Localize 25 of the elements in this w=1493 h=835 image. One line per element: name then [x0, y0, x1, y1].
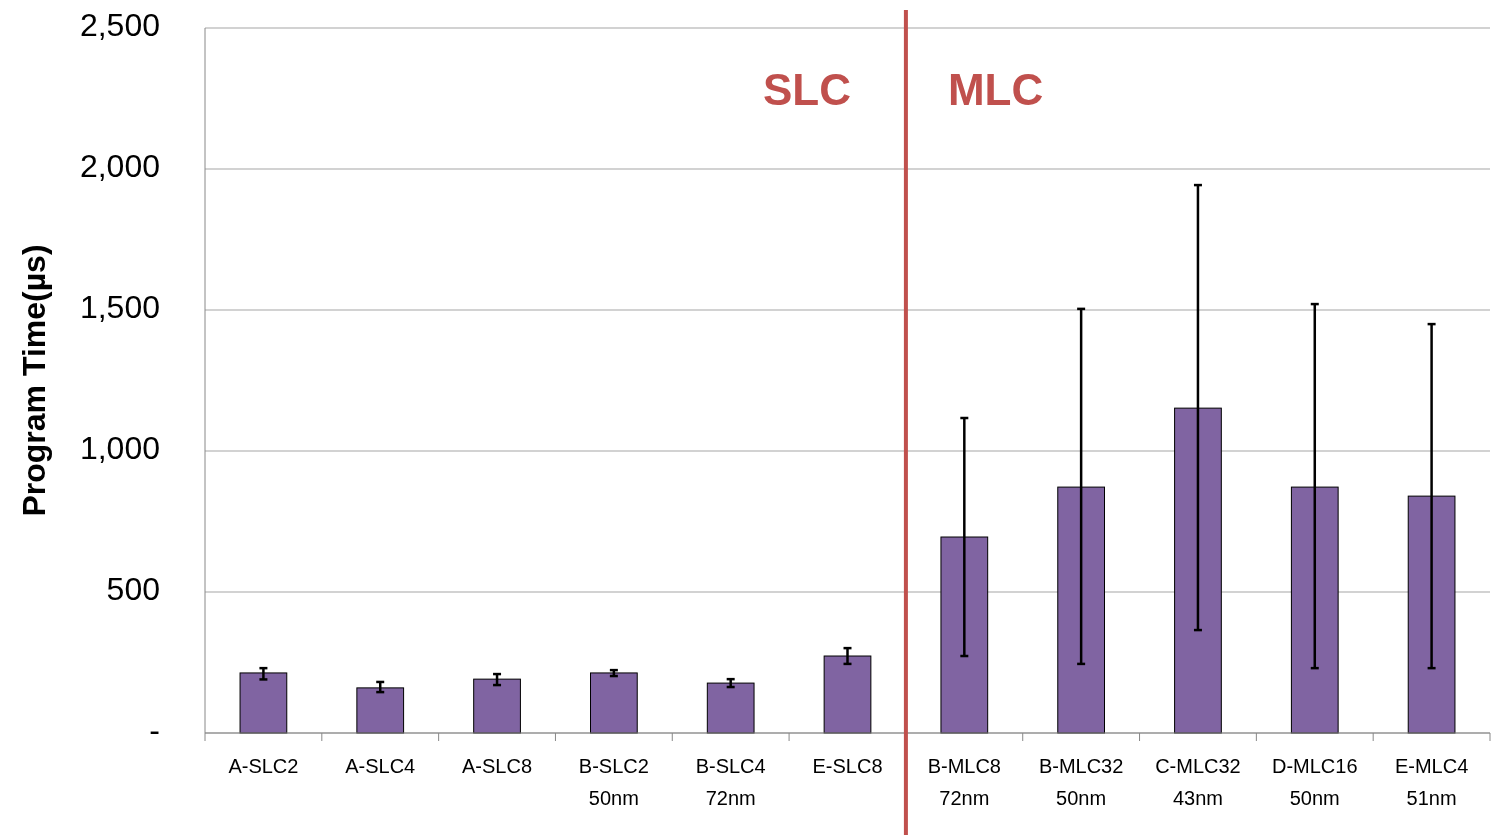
bar [356, 687, 405, 734]
annotation: SLC [762, 65, 851, 114]
bar [239, 672, 288, 734]
x-tick-label: B-SLC4 72nm [695, 755, 766, 809]
bar [706, 682, 755, 734]
x-tick-label: A-SLC8 [462, 755, 533, 777]
annotation: MLC [947, 65, 1044, 114]
y-tick-label: 1,500 [79, 289, 160, 326]
x-tick-label: B-MLC32 50nm [1038, 755, 1124, 809]
y-tick-label: 2,000 [79, 148, 160, 185]
y-tick-label: 500 [106, 571, 160, 608]
y-tick-label: 1,000 [79, 430, 160, 467]
x-tick-label: C-MLC32 43nm [1155, 755, 1241, 809]
y-tick-label: - [149, 712, 160, 749]
x-tick-label: B-SLC2 50nm [578, 755, 649, 809]
x-tick-label: D-MLC16 50nm [1271, 755, 1358, 809]
x-tick-label: A-SLC2 [228, 755, 299, 777]
y-axis-title: Program Time(µs) [16, 244, 52, 517]
bar [473, 678, 521, 734]
bar [590, 672, 638, 734]
y-tick-label: 2,500 [79, 7, 160, 44]
x-tick-label: B-MLC8 72nm [927, 755, 1001, 809]
x-tick-label: A-SLC4 [345, 755, 416, 777]
x-tick-label: E-SLC8 [812, 755, 883, 777]
x-tick-label: E-MLC4 51nm [1394, 755, 1469, 809]
